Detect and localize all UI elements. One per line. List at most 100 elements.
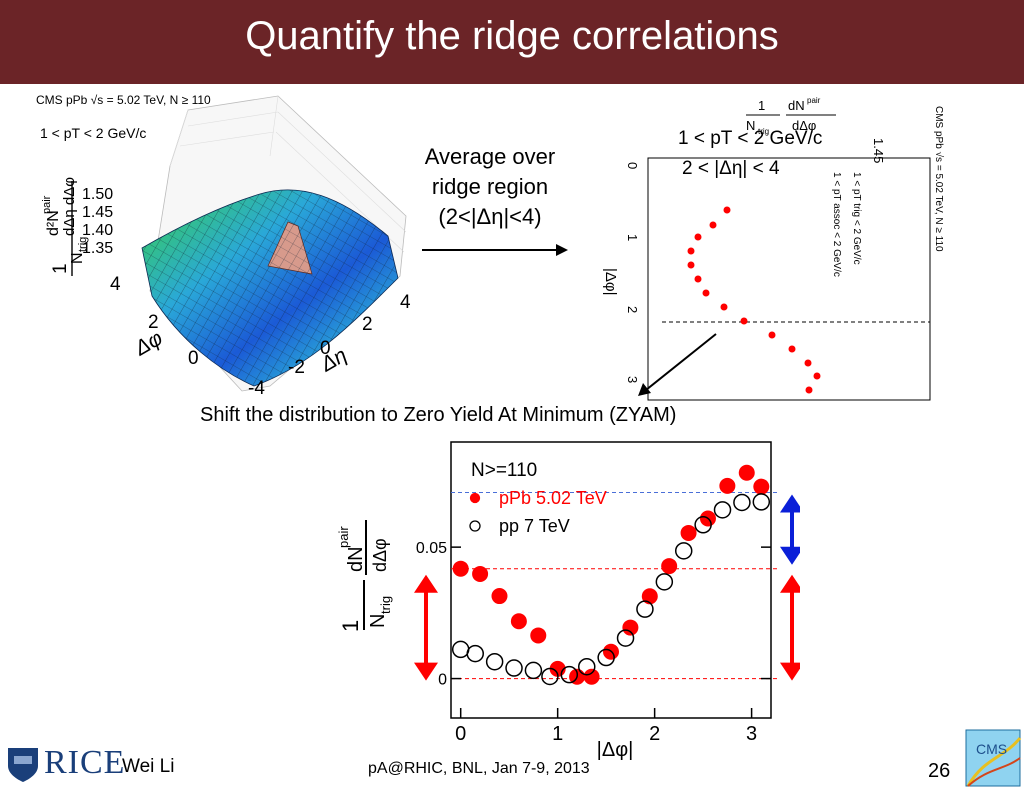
svg-text:trig: trig — [758, 127, 769, 136]
footer-author: Wei Li — [122, 756, 175, 777]
y-tick-label-1: 0 — [438, 672, 447, 689]
svg-text:1: 1 — [625, 234, 640, 241]
pPb-point-12 — [680, 524, 697, 541]
legend-marker-1 — [469, 520, 481, 532]
pp-point-10 — [636, 600, 654, 618]
svg-text:dΔη dΔφ: dΔη dΔφ — [61, 177, 78, 236]
pp-point-6 — [560, 665, 579, 684]
pp-point-13 — [694, 516, 712, 534]
pPb-point-4 — [530, 627, 547, 644]
svg-text:N: N — [746, 118, 755, 133]
footer-event: pA@RHIC, BNL, Jan 7-9, 2013 — [368, 760, 590, 777]
pp-point-11 — [655, 573, 674, 591]
svg-text:-4: -4 — [248, 378, 265, 399]
pPb-point-9 — [622, 619, 639, 636]
x-tick-label-1: 1 — [552, 723, 563, 745]
svg-text:0: 0 — [625, 162, 640, 169]
svg-text:-2: -2 — [288, 357, 305, 378]
left-offset-arrow-head-bottom — [414, 662, 438, 681]
right-offset-arrow-head-top — [780, 574, 800, 593]
svg-text:1.50: 1.50 — [82, 186, 113, 203]
surface-z-ticks: 1.50 1.45 1.40 1.35 — [82, 186, 113, 257]
pPb-point-10 — [641, 588, 658, 605]
surface-eta-ticks: 4 2 0 -2 -4 — [248, 292, 411, 399]
right-amplitude-arrow-head-bottom — [780, 546, 800, 565]
svg-text:pair: pair — [807, 96, 821, 105]
surface-plot: CMS pPb √s = 5.02 TeV, N ≥ 110 1 < pT < … — [36, 93, 411, 399]
pp-point-2 — [485, 652, 504, 671]
pPb-point-14 — [719, 477, 736, 494]
rotated-phi-ticks: 0 1 2 3 — [625, 162, 640, 383]
legend-label-1: pp 7 TeV — [499, 516, 570, 536]
svg-text:2: 2 — [148, 312, 159, 333]
arrow-note-line-2: ridge region — [431, 174, 549, 199]
surface-pt-label: 1 < pT < 2 GeV/c — [40, 125, 146, 141]
rice-owl-shield-icon — [8, 748, 38, 782]
svg-text:0: 0 — [320, 338, 331, 359]
right-offset-arrow-head-bottom — [780, 662, 800, 681]
svg-text:0: 0 — [188, 348, 199, 369]
rotated-overlay-pt: 1 < pT < 2 GeV/c — [678, 128, 822, 149]
pPb-point-16 — [753, 478, 770, 495]
pp-point-16 — [752, 493, 771, 511]
svg-text:3: 3 — [625, 376, 640, 383]
y-tick-label-0: 0.05 — [416, 540, 447, 557]
svg-text:pair: pair — [41, 195, 53, 214]
svg-text:N: N — [69, 252, 86, 264]
zyam-arrow — [638, 333, 717, 396]
pp-point-3 — [505, 659, 523, 677]
pp-point-15 — [733, 493, 751, 512]
pp-point-12 — [674, 542, 693, 560]
right-amplitude-arrow-head-top — [780, 494, 800, 513]
svg-text:trig: trig — [378, 596, 393, 614]
svg-text:pair: pair — [336, 526, 351, 548]
svg-text:2: 2 — [625, 306, 640, 313]
svg-text:1.40: 1.40 — [82, 222, 113, 239]
legend-marker-0 — [469, 492, 481, 504]
chart-annotation: N>=110 — [471, 460, 537, 481]
svg-text:2: 2 — [362, 314, 373, 335]
zyam-chart-ylabel: 1 N trig dN pair dΔφ — [336, 520, 393, 632]
pp-point-5 — [541, 667, 559, 686]
pp-point-7 — [578, 657, 596, 676]
arrow-note: Average over ridge region (2<|Δη|<4) — [400, 142, 580, 232]
pp-point-4 — [524, 661, 543, 680]
page-number: 26 — [928, 760, 951, 782]
pp-point-8 — [597, 648, 615, 667]
arrow-note-line-3: (2<|Δη|<4) — [438, 204, 542, 229]
svg-text:4: 4 — [400, 292, 411, 313]
x-tick-label-3: 3 — [746, 723, 757, 745]
pPb-point-1 — [472, 565, 489, 582]
rotated-assoc-label: 1 < pT assoc < 2 GeV/c — [831, 172, 842, 277]
pp-point-1 — [466, 644, 484, 663]
x-tick-label-0: 0 — [455, 723, 466, 745]
x-axis-label: |Δφ| — [597, 739, 634, 760]
surface-z-axis-label: 1 N trig d²N pair dΔη dΔφ — [41, 177, 89, 276]
zyam-caption: Shift the distribution to Zero Yield At … — [200, 404, 677, 426]
legend-label-0: pPb 5.02 TeV — [499, 488, 607, 508]
svg-text:dN: dN — [345, 546, 367, 572]
average-arrow — [422, 244, 568, 256]
svg-text:1: 1 — [338, 620, 363, 632]
svg-text:trig: trig — [77, 237, 89, 252]
rotated-header: CMS pPb √s = 5.02 TeV, N ≥ 110 — [933, 106, 945, 252]
pPb-point-7 — [583, 668, 600, 685]
svg-text:4: 4 — [110, 274, 121, 295]
surface-phi-axis: Δφ — [130, 326, 167, 360]
pPb-point-0 — [452, 560, 469, 577]
pPb-point-3 — [510, 613, 527, 630]
pp-point-9 — [616, 629, 635, 647]
svg-text:1: 1 — [50, 263, 71, 274]
svg-text:N: N — [367, 614, 389, 628]
slide-title: Quantify the ridge correlations — [245, 14, 779, 58]
left-offset-arrow-head-top — [414, 574, 438, 593]
rotated-phi-axis: |Δφ| — [602, 268, 619, 296]
title-bar — [0, 0, 1024, 84]
rotated-y-tick: 1.45 — [871, 138, 886, 163]
surface-header: CMS pPb √s = 5.02 TeV, N ≥ 110 — [36, 93, 211, 107]
rice-logo: RICE — [44, 744, 126, 781]
cms-logo: CMS — [965, 729, 1022, 787]
